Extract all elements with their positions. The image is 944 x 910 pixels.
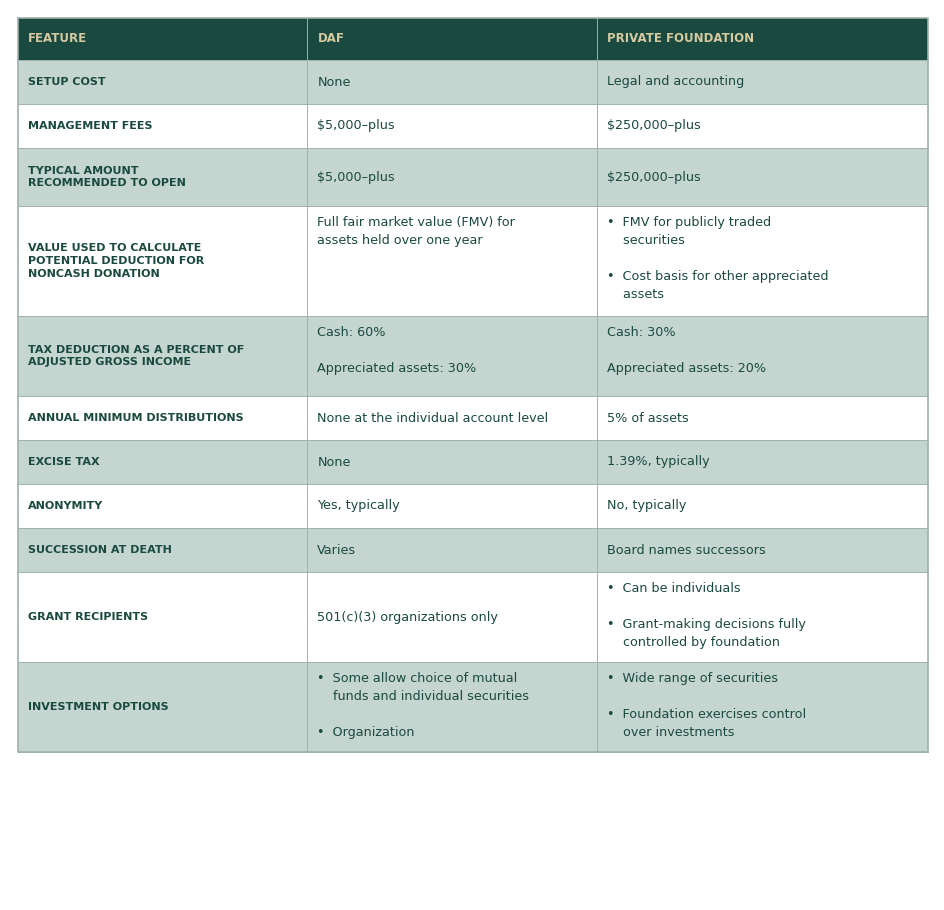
Text: None: None [317, 456, 350, 469]
Bar [307, 104, 596, 148]
Bar [307, 440, 596, 484]
Bar [307, 528, 596, 572]
Text: SUCCESSION AT DEATH: SUCCESSION AT DEATH [28, 545, 172, 555]
Bar [596, 60, 927, 104]
Bar [596, 206, 927, 316]
Text: TAX DEDUCTION AS A PERCENT OF
ADJUSTED GROSS INCOME: TAX DEDUCTION AS A PERCENT OF ADJUSTED G… [28, 345, 244, 368]
Bar [307, 484, 596, 528]
Text: PRIVATE FOUNDATION: PRIVATE FOUNDATION [606, 33, 753, 46]
Bar [18, 148, 307, 206]
Text: TYPICAL AMOUNT
RECOMMENDED TO OPEN: TYPICAL AMOUNT RECOMMENDED TO OPEN [28, 166, 186, 188]
Text: $250,000–plus: $250,000–plus [606, 119, 700, 133]
Bar [18, 396, 307, 440]
Text: Cash: 30%

Appreciated assets: 20%: Cash: 30% Appreciated assets: 20% [606, 326, 765, 375]
Bar [18, 440, 307, 484]
Bar [307, 316, 596, 396]
Text: $5,000–plus: $5,000–plus [317, 119, 395, 133]
Bar [307, 60, 596, 104]
Text: ANNUAL MINIMUM DISTRIBUTIONS: ANNUAL MINIMUM DISTRIBUTIONS [28, 413, 244, 423]
Bar [18, 60, 307, 104]
Text: GRANT RECIPIENTS: GRANT RECIPIENTS [28, 612, 148, 622]
Text: MANAGEMENT FEES: MANAGEMENT FEES [28, 121, 152, 131]
Text: $250,000–plus: $250,000–plus [606, 170, 700, 184]
Bar [596, 484, 927, 528]
Text: EXCISE TAX: EXCISE TAX [28, 457, 99, 467]
Bar [18, 316, 307, 396]
Text: Varies: Varies [317, 543, 356, 557]
Text: 1.39%, typically: 1.39%, typically [606, 456, 709, 469]
Text: Cash: 60%

Appreciated assets: 30%: Cash: 60% Appreciated assets: 30% [317, 326, 476, 375]
Bar [307, 18, 596, 60]
Bar [18, 572, 307, 662]
Text: VALUE USED TO CALCULATE
POTENTIAL DEDUCTION FOR
NONCASH DONATION: VALUE USED TO CALCULATE POTENTIAL DEDUCT… [28, 243, 204, 278]
Text: DAF: DAF [317, 33, 344, 46]
Text: •  Can be individuals

•  Grant-making decisions fully
    controlled by foundat: • Can be individuals • Grant-making deci… [606, 582, 805, 649]
Bar [596, 104, 927, 148]
Text: Full fair market value (FMV) for
assets held over one year: Full fair market value (FMV) for assets … [317, 216, 514, 247]
Text: Board names successors: Board names successors [606, 543, 765, 557]
Text: 501(c)(3) organizations only: 501(c)(3) organizations only [317, 611, 497, 623]
Bar [307, 662, 596, 752]
Bar [18, 528, 307, 572]
Text: •  Wide range of securities

•  Foundation exercises control
    over investment: • Wide range of securities • Foundation … [606, 672, 805, 739]
Bar [18, 662, 307, 752]
Bar [18, 484, 307, 528]
Text: •  FMV for publicly traded
    securities

•  Cost basis for other appreciated
 : • FMV for publicly traded securities • C… [606, 216, 827, 301]
Bar [18, 18, 307, 60]
Bar [307, 148, 596, 206]
Bar [307, 572, 596, 662]
Bar [596, 440, 927, 484]
Bar [596, 18, 927, 60]
Bar [307, 396, 596, 440]
Text: Yes, typically: Yes, typically [317, 500, 399, 512]
Bar [596, 396, 927, 440]
Bar [596, 528, 927, 572]
Bar [596, 572, 927, 662]
Text: 5% of assets: 5% of assets [606, 411, 688, 424]
Text: None at the individual account level: None at the individual account level [317, 411, 548, 424]
Text: SETUP COST: SETUP COST [28, 77, 106, 87]
Bar [18, 206, 307, 316]
Text: •  Some allow choice of mutual
    funds and individual securities

•  Organizat: • Some allow choice of mutual funds and … [317, 672, 529, 739]
Text: FEATURE: FEATURE [28, 33, 87, 46]
Text: INVESTMENT OPTIONS: INVESTMENT OPTIONS [28, 702, 168, 712]
Bar [307, 206, 596, 316]
Text: $5,000–plus: $5,000–plus [317, 170, 395, 184]
Text: Legal and accounting: Legal and accounting [606, 76, 743, 88]
Text: No, typically: No, typically [606, 500, 685, 512]
Bar [18, 104, 307, 148]
Bar [596, 316, 927, 396]
Bar [596, 148, 927, 206]
Bar [596, 662, 927, 752]
Text: None: None [317, 76, 350, 88]
Text: ANONYMITY: ANONYMITY [28, 501, 103, 511]
